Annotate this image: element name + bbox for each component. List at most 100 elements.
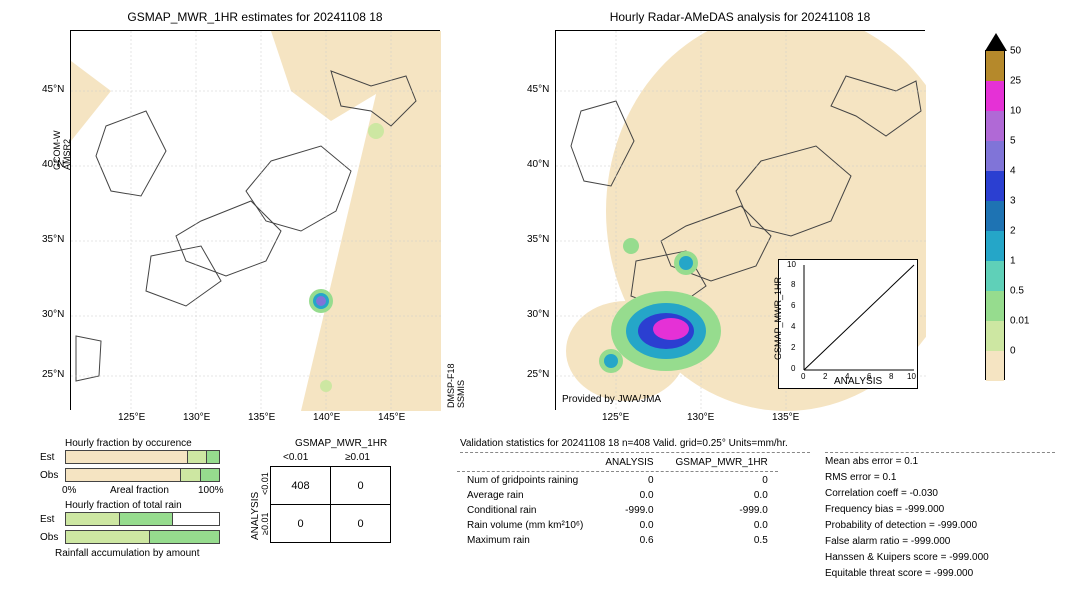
left-map-title: GSMAP_MWR_1HR estimates for 20241108 18	[70, 10, 440, 24]
sat-label: AMSR2	[62, 139, 72, 170]
left-map	[70, 30, 440, 410]
colorbar-tick: 10	[1010, 106, 1021, 117]
ytick: 30°N	[42, 309, 64, 320]
colorbar-segment	[986, 321, 1004, 351]
sat-label: SSMIS	[456, 380, 466, 408]
xtick: 135°E	[772, 412, 799, 423]
scatter-tick: 0	[801, 372, 805, 381]
colorbar-tick: 25	[1010, 76, 1021, 87]
colorbar-segment	[986, 171, 1004, 201]
validation-cell: Num of gridpoints raining	[457, 474, 593, 487]
colorbar-tick: 3	[1010, 196, 1016, 207]
ytick: 35°N	[42, 234, 64, 245]
validation-cell: 0.0	[666, 489, 778, 502]
validation-cell: 0.0	[595, 489, 663, 502]
validation-divider	[457, 471, 778, 472]
metric-line: Mean abs error = 0.1	[825, 454, 989, 470]
xtick: 145°E	[378, 412, 405, 423]
validation-header-cell	[457, 456, 593, 469]
totalrain-obs-bar	[65, 530, 220, 544]
validation-cell: 0.5	[666, 534, 778, 547]
bar-rowlabel: Est	[40, 514, 54, 525]
validation-cell: 0	[666, 474, 778, 487]
colorbar-arrow-icon	[985, 33, 1007, 51]
xtick: 130°E	[687, 412, 714, 423]
ytick: 25°N	[527, 369, 549, 380]
dotted-divider	[460, 452, 810, 453]
scatter-tick: 8	[791, 280, 795, 289]
scatter-xlabel: ANALYSIS	[834, 376, 882, 387]
scatter-tick: 8	[889, 372, 893, 381]
ytick: 25°N	[42, 369, 64, 380]
right-map: ANALYSIS GSMAP_MWR_1HR 0 2 4 6 8 10 0 2 …	[555, 30, 925, 410]
ytick: 40°N	[527, 159, 549, 170]
scatter-svg	[779, 260, 919, 390]
axis-0: 0%	[62, 485, 76, 496]
colorbar-tick: 5	[1010, 136, 1016, 147]
scatter-inset: ANALYSIS GSMAP_MWR_1HR 0 2 4 6 8 10 0 2 …	[778, 259, 918, 389]
scatter-tick: 0	[791, 364, 795, 373]
colorbar-tick: 4	[1010, 166, 1016, 177]
validation-cell: Average rain	[457, 489, 593, 502]
ytick: 45°N	[42, 84, 64, 95]
bar-segment	[120, 513, 174, 525]
bar-segment	[188, 451, 206, 463]
colorbar-segment	[986, 51, 1004, 81]
contingency-table: 4080 00	[270, 466, 391, 543]
bar-segment	[173, 513, 219, 525]
occurrence-title: Hourly fraction by occurence	[65, 438, 192, 449]
bar-segment	[66, 513, 120, 525]
contingency-row0: <0.01	[260, 472, 270, 495]
metric-line: RMS error = 0.1	[825, 470, 989, 486]
validation-cell: -999.0	[595, 504, 663, 517]
colorbar: 502510543210.50.010	[985, 50, 1005, 380]
xtick: 125°E	[602, 412, 629, 423]
validation-cell: 0.0	[595, 519, 663, 532]
validation-header-cell: GSMAP_MWR_1HR	[666, 456, 778, 469]
ct-cell: 408	[271, 467, 331, 505]
colorbar-segment	[986, 81, 1004, 111]
totalrain-est-bar	[65, 512, 220, 526]
accum-title: Rainfall accumulation by amount	[55, 548, 200, 559]
bar-rowlabel: Obs	[40, 532, 58, 543]
axis-100: 100%	[198, 485, 224, 496]
scatter-tick: 6	[867, 372, 871, 381]
bar-segment	[207, 451, 219, 463]
colorbar-segment	[986, 261, 1004, 291]
scatter-tick: 10	[907, 372, 916, 381]
validation-cell: Maximum rain	[457, 534, 593, 547]
bar-rowlabel: Est	[40, 452, 54, 463]
validation-cell: 0	[595, 474, 663, 487]
metric-line: False alarm ratio = -999.000	[825, 534, 989, 550]
dotted-divider	[825, 452, 1055, 453]
validation-cell: 0.6	[595, 534, 663, 547]
colorbar-tick: 0	[1010, 346, 1016, 357]
bar-segment	[150, 531, 219, 543]
occurrence-obs-bar	[65, 468, 220, 482]
xtick: 140°E	[313, 412, 340, 423]
occurrence-est-bar	[65, 450, 220, 464]
metric-line: Probability of detection = -999.000	[825, 518, 989, 534]
bar-segment	[66, 451, 188, 463]
scatter-tick: 6	[791, 301, 795, 310]
right-map-title: Hourly Radar-AMeDAS analysis for 2024110…	[555, 10, 925, 24]
colorbar-tick: 0.5	[1010, 286, 1024, 297]
metric-line: Frequency bias = -999.000	[825, 502, 989, 518]
scatter-ylabel: GSMAP_MWR_1HR	[773, 277, 783, 360]
validation-title: Validation statistics for 20241108 18 n=…	[460, 438, 788, 449]
contingency-header: GSMAP_MWR_1HR	[295, 438, 387, 449]
validation-cell: 0.0	[666, 519, 778, 532]
ct-cell: 0	[271, 505, 331, 543]
colorbar-tick: 1	[1010, 256, 1016, 267]
colorbar-segment	[986, 351, 1004, 381]
contingency-col0: <0.01	[283, 452, 308, 463]
scatter-tick: 4	[791, 322, 795, 331]
colorbar-tick: 50	[1010, 46, 1021, 57]
ytick: 30°N	[527, 309, 549, 320]
colorbar-segment	[986, 231, 1004, 261]
bar-segment	[181, 469, 201, 481]
contingency-row1: ≥0.01	[260, 513, 270, 535]
validation-cell: Rain volume (mm km²10⁶)	[457, 519, 593, 532]
scatter-tick: 2	[823, 372, 827, 381]
metric-line: Hanssen & Kuipers score = -999.000	[825, 550, 989, 566]
